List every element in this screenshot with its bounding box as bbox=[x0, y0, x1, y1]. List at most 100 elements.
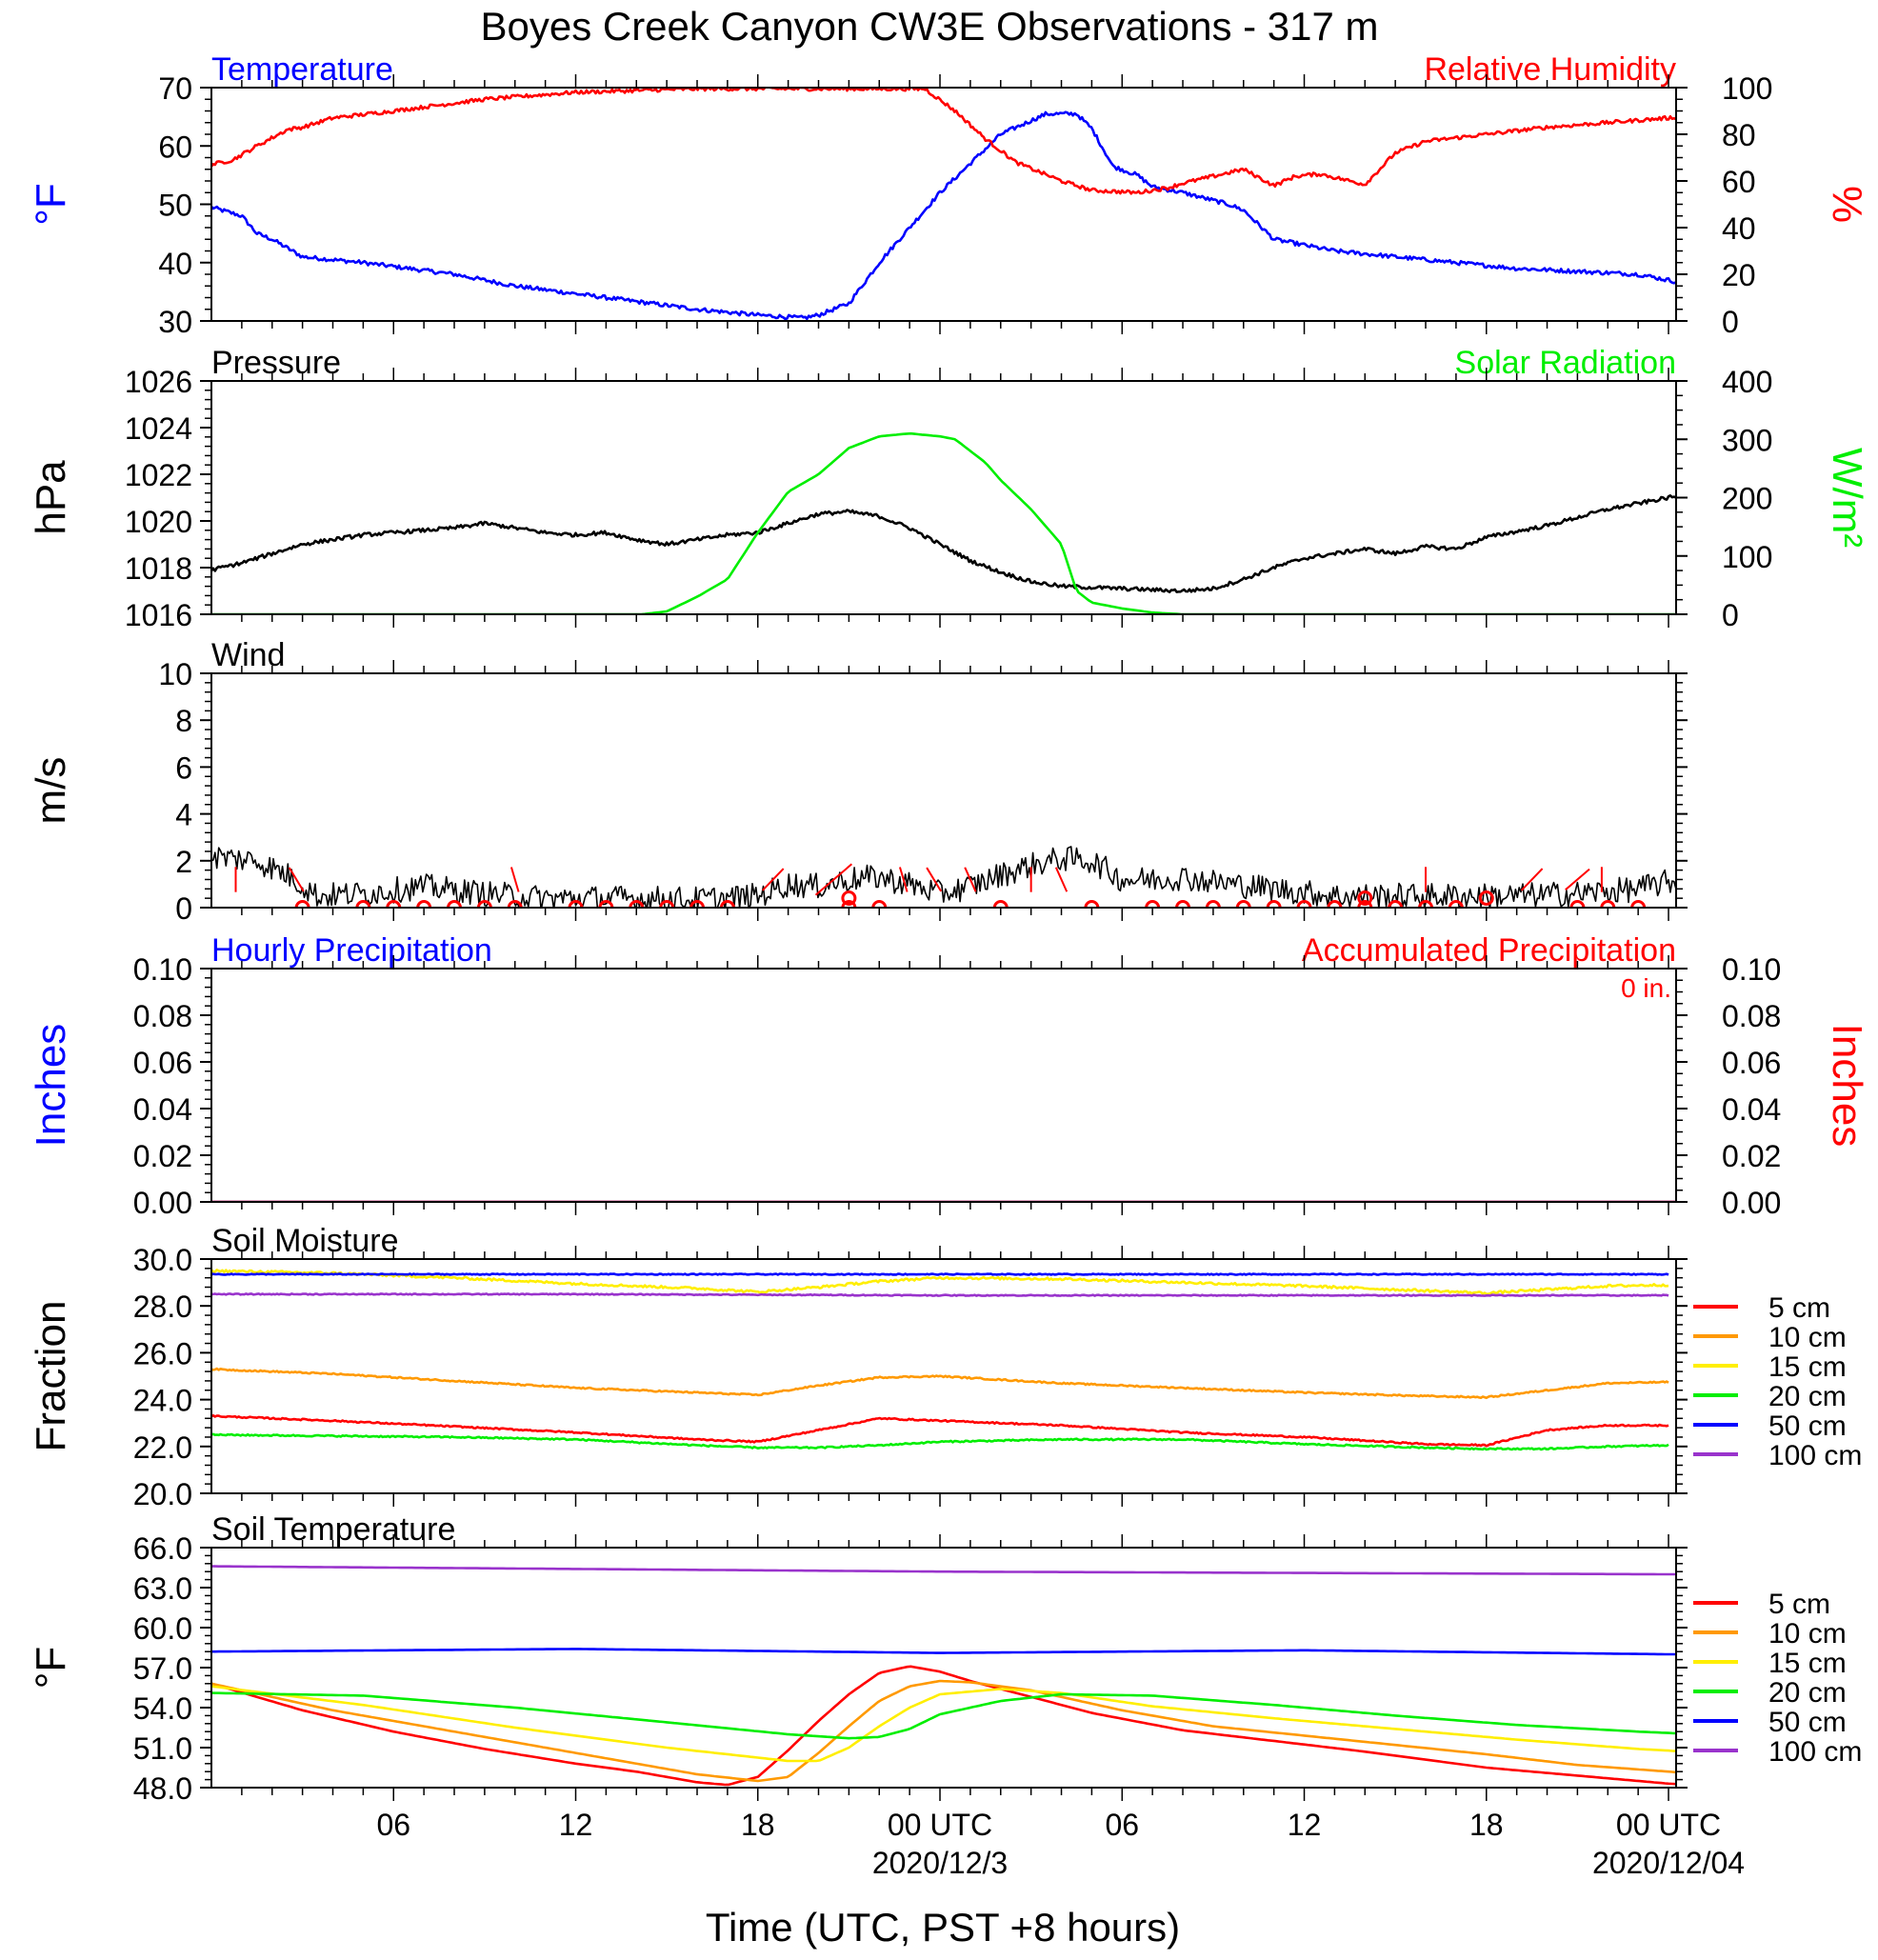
calm-marker bbox=[871, 900, 888, 908]
panel-annotation: 0 in. bbox=[1621, 973, 1671, 1003]
calm-marker bbox=[1600, 900, 1616, 908]
series-line-50-cm bbox=[211, 1272, 1669, 1276]
calm-marker bbox=[1145, 900, 1161, 908]
panel-precip: 0.00 0.02 0.04 0.06 0.08 0.10 Inches 0.00 0.02 0.… bbox=[28, 932, 1870, 1220]
series-line-100-cm bbox=[211, 1292, 1669, 1297]
wind-barb bbox=[1565, 868, 1590, 891]
legend-label: 20 cm bbox=[1768, 1677, 1847, 1709]
y-tick-label: 1018 bbox=[125, 551, 192, 586]
x-tick-label: 18 bbox=[1469, 1808, 1504, 1842]
wind-barb bbox=[761, 868, 785, 891]
panel-title-left: Hourly Precipitation bbox=[211, 932, 492, 969]
y-tick-label: 50 bbox=[158, 189, 192, 223]
calm-marker bbox=[1266, 900, 1282, 908]
y-axis-label-left: hPa bbox=[28, 460, 74, 535]
calm-marker bbox=[689, 900, 706, 908]
y-tick-label: 1022 bbox=[125, 458, 192, 492]
calm-marker bbox=[1235, 900, 1251, 908]
series-line-10-cm bbox=[211, 1679, 1676, 1783]
calm-marker bbox=[719, 900, 735, 908]
calm-marker bbox=[355, 900, 371, 908]
y-tick-label: 51.0 bbox=[133, 1731, 192, 1766]
panel-title-left: Soil Moisture bbox=[211, 1223, 399, 1259]
x-tick-label: 06 bbox=[1105, 1808, 1139, 1842]
y-tick-label-right: 100 bbox=[1722, 540, 1772, 574]
y-tick-label: 40 bbox=[158, 247, 192, 281]
y-axis-label-left: Fraction bbox=[28, 1301, 74, 1452]
calm-marker bbox=[1205, 900, 1221, 908]
y-tick-label: 0.08 bbox=[133, 999, 192, 1033]
y-tick-label-right: 0.08 bbox=[1722, 999, 1781, 1033]
series-line-10-cm bbox=[211, 1367, 1669, 1400]
x-tick-label: 00 UTC bbox=[888, 1808, 992, 1842]
calm-marker bbox=[992, 900, 1009, 908]
legend-label: 15 cm bbox=[1768, 1351, 1847, 1383]
series-line-50-cm bbox=[211, 1648, 1676, 1656]
series-line-relative-humidity bbox=[211, 88, 1676, 195]
y-tick-label: 6 bbox=[175, 750, 192, 785]
y-tick-label-right: 100 bbox=[1722, 71, 1772, 106]
y-tick-label-right: 60 bbox=[1722, 165, 1756, 199]
panel-soil_moisture: 20.0 22.0 24.0 26.0 28.0 30.0 Fraction Soil Moi… bbox=[28, 1223, 1862, 1511]
wind-barb bbox=[964, 867, 977, 892]
series-line-solar-radiation bbox=[211, 431, 1676, 614]
calm-marker bbox=[447, 900, 463, 908]
calm-marker bbox=[1296, 900, 1312, 908]
y-tick-label: 0.10 bbox=[133, 952, 192, 987]
calm-marker bbox=[568, 900, 584, 908]
calm-marker bbox=[476, 900, 492, 908]
panel-frame bbox=[210, 87, 1677, 322]
panel-title-right: Relative Humidity bbox=[1424, 51, 1676, 88]
series-group bbox=[211, 88, 1676, 321]
calm-marker bbox=[598, 900, 614, 908]
series-line-temperature bbox=[211, 110, 1676, 321]
wind-barb bbox=[1054, 867, 1069, 892]
y-tick-label: 0.06 bbox=[133, 1046, 192, 1080]
x-date-label: 2020/12/04 bbox=[1592, 1846, 1745, 1880]
calm-marker bbox=[1175, 900, 1191, 908]
x-axis-label: Time (UTC, PST +8 hours) bbox=[706, 1905, 1180, 1950]
wind-barb bbox=[1520, 868, 1544, 891]
y-tick-label: 66.0 bbox=[133, 1531, 192, 1566]
panel-title-right: Accumulated Precipitation bbox=[1302, 932, 1676, 969]
y-axis-label-right: % bbox=[1824, 186, 1870, 223]
legend-label: 100 cm bbox=[1768, 1736, 1862, 1768]
y-tick-label: 8 bbox=[175, 704, 192, 738]
calm-marker bbox=[629, 900, 645, 908]
series-line-15-cm bbox=[211, 1269, 1669, 1295]
series-line-20-cm bbox=[211, 1432, 1669, 1451]
calm-marker bbox=[416, 900, 432, 908]
y-tick-label: 0.04 bbox=[133, 1092, 192, 1127]
wind-barb bbox=[898, 867, 909, 892]
x-tick-label: 00 UTC bbox=[1616, 1808, 1721, 1842]
panel-title-right: Solar Radiation bbox=[1455, 345, 1676, 381]
chart-title: Boyes Creek Canyon CW3E Observations - 3… bbox=[480, 4, 1378, 49]
x-tick-label: 12 bbox=[559, 1808, 593, 1842]
series-line-pressure bbox=[211, 493, 1676, 594]
legend-label: 50 cm bbox=[1768, 1410, 1847, 1442]
y-tick-label: 63.0 bbox=[133, 1571, 192, 1606]
y-tick-label-right: 80 bbox=[1722, 118, 1756, 152]
wind-barb bbox=[288, 867, 305, 892]
x-tick-label: 12 bbox=[1288, 1808, 1322, 1842]
calm-marker bbox=[386, 900, 402, 908]
calm-marker bbox=[841, 900, 857, 908]
panel-title-left: Pressure bbox=[211, 345, 341, 381]
y-axis-label-left: Inches bbox=[28, 1024, 74, 1148]
x-tick-label: 18 bbox=[741, 1808, 775, 1842]
y-tick-label: 0.00 bbox=[133, 1186, 192, 1220]
y-tick-label: 24.0 bbox=[133, 1384, 192, 1418]
y-tick-label: 1020 bbox=[125, 505, 192, 539]
y-tick-label: 20.0 bbox=[133, 1477, 192, 1511]
calm-marker bbox=[1357, 890, 1373, 906]
calm-marker bbox=[1327, 900, 1343, 908]
y-tick-label-right: 0.06 bbox=[1722, 1046, 1781, 1080]
panel-frame bbox=[210, 968, 1677, 1203]
series-line-20-cm bbox=[211, 1691, 1676, 1740]
y-tick-label-right: 0 bbox=[1722, 305, 1739, 339]
y-tick-label: 1016 bbox=[125, 598, 192, 632]
y-tick-label: 4 bbox=[175, 798, 192, 832]
series-group bbox=[211, 1269, 1669, 1451]
